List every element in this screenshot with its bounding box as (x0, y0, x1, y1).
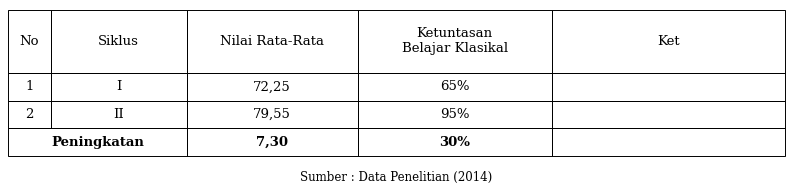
Bar (51, 101, 186, 128)
Text: 65%: 65% (440, 80, 469, 93)
Text: Nilai Rata-Rata: Nilai Rata-Rata (220, 35, 324, 48)
Text: 30%: 30% (439, 135, 470, 149)
Bar (51, 10, 186, 73)
Text: 2: 2 (25, 108, 33, 121)
Bar (552, 10, 785, 73)
Bar (51, 73, 186, 101)
Bar (186, 128, 358, 156)
Bar (358, 10, 552, 73)
Text: 72,25: 72,25 (253, 80, 291, 93)
Bar (358, 101, 552, 128)
Text: Peningkatan: Peningkatan (51, 135, 144, 149)
Text: No: No (20, 35, 39, 48)
Text: Siklus: Siklus (98, 35, 139, 48)
Text: I: I (116, 80, 121, 93)
Text: 7,30: 7,30 (256, 135, 288, 149)
Text: 1: 1 (25, 80, 33, 93)
Bar (186, 101, 358, 128)
Text: Ketuntasan
Belajar Klasikal: Ketuntasan Belajar Klasikal (402, 27, 508, 55)
Bar (552, 128, 785, 156)
Bar (552, 101, 785, 128)
Bar (186, 73, 358, 101)
Text: II: II (113, 108, 124, 121)
Text: 79,55: 79,55 (253, 108, 291, 121)
Bar (8, 73, 51, 101)
Bar (8, 10, 51, 73)
Text: Sumber : Data Penelitian (2014): Sumber : Data Penelitian (2014) (301, 171, 492, 184)
Text: 95%: 95% (440, 108, 469, 121)
Bar (358, 128, 552, 156)
Text: Ket: Ket (657, 35, 680, 48)
Bar (358, 73, 552, 101)
Bar (8, 128, 186, 156)
Bar (8, 101, 51, 128)
Bar (552, 73, 785, 101)
Bar (186, 10, 358, 73)
